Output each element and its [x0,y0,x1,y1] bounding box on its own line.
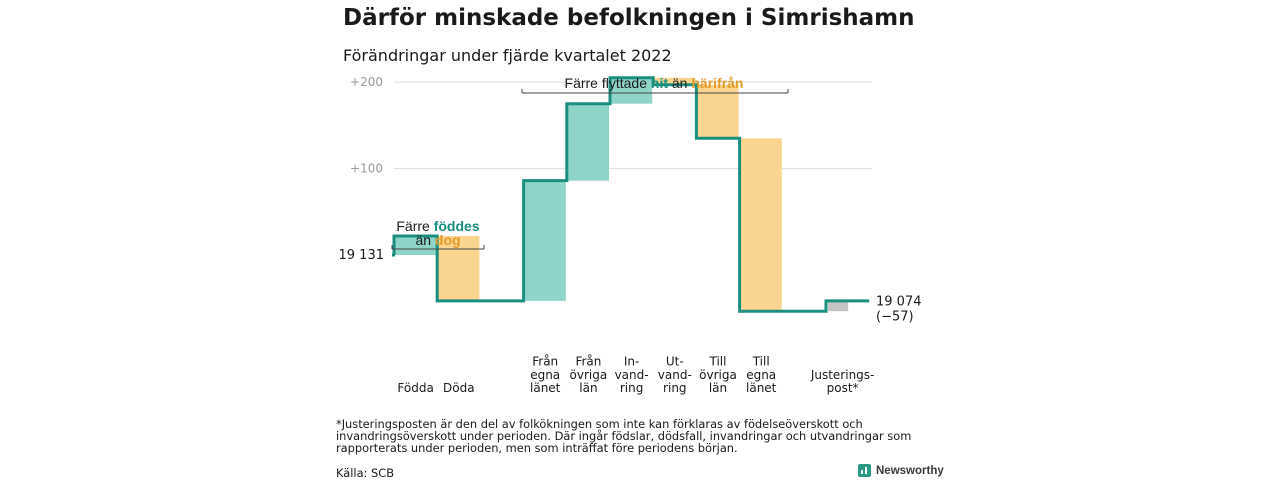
footnote: *Justeringsposten är den del av folkökni… [336,417,912,455]
y-tick-label: +100 [350,162,383,176]
category-label: Från övriga län [570,355,608,395]
source-label: Källa: SCB [336,466,395,480]
annotation-migration-text: Färre flyttade hit än härifrån [565,75,744,91]
y-tick-label: +200 [350,75,383,89]
chart-title: Därför minskade befolkningen i Simrisham… [343,5,915,31]
category-label: Till egna länet [746,355,777,395]
brand-name: Newsworthy [876,464,944,477]
waterfall-bar [828,300,849,312]
end-change-label: (−57) [876,309,914,324]
chart-subtitle: Förändringar under fjärde kvartalet 2022 [343,46,672,65]
waterfall-bar [654,77,696,85]
category-label: Justerings-post* [810,368,875,395]
category-label: Ut-vand-ring [658,355,692,395]
brand-logo: Newsworthy [858,464,944,477]
waterfall-bar [524,180,566,301]
end-labels: 19 074(−57) [876,294,922,324]
start-value-label: 19 131 [339,248,385,263]
waterfall-bar [395,236,437,256]
waterfall-bar [740,138,782,312]
waterfall-chart: 19 131 +100 +200 Födda Döda Från egna länet Frå… [339,75,922,395]
annotation-births-line2: än dog [415,232,460,248]
end-value-label: 19 074 [876,294,922,309]
waterfall-bar [697,84,739,139]
category-label: Födda [397,381,433,395]
annotation-births-line1: Färre föddes [396,218,479,234]
category-labels: Födda Döda Från egna länet Från övriga länIn-va… [397,355,874,395]
bar-chart-icon [858,464,871,477]
waterfall-bar [611,77,653,104]
running-total-line [392,76,870,313]
y-tick-labels: 19 131 +100 +200 [339,75,385,263]
annotation-migration: Färre flyttade hit än härifrån [521,75,789,94]
waterfall-bar [438,236,480,301]
waterfall-bar [567,103,609,181]
waterfall-bars [395,77,849,312]
running-total-line [392,76,870,313]
category-label: Från egna länet [530,355,561,395]
annotation-births: Färre föddes än dog [391,218,485,250]
category-label: Till övriga län [699,355,737,395]
category-label: Döda [443,381,475,395]
category-label: In-vand-ring [615,355,649,395]
